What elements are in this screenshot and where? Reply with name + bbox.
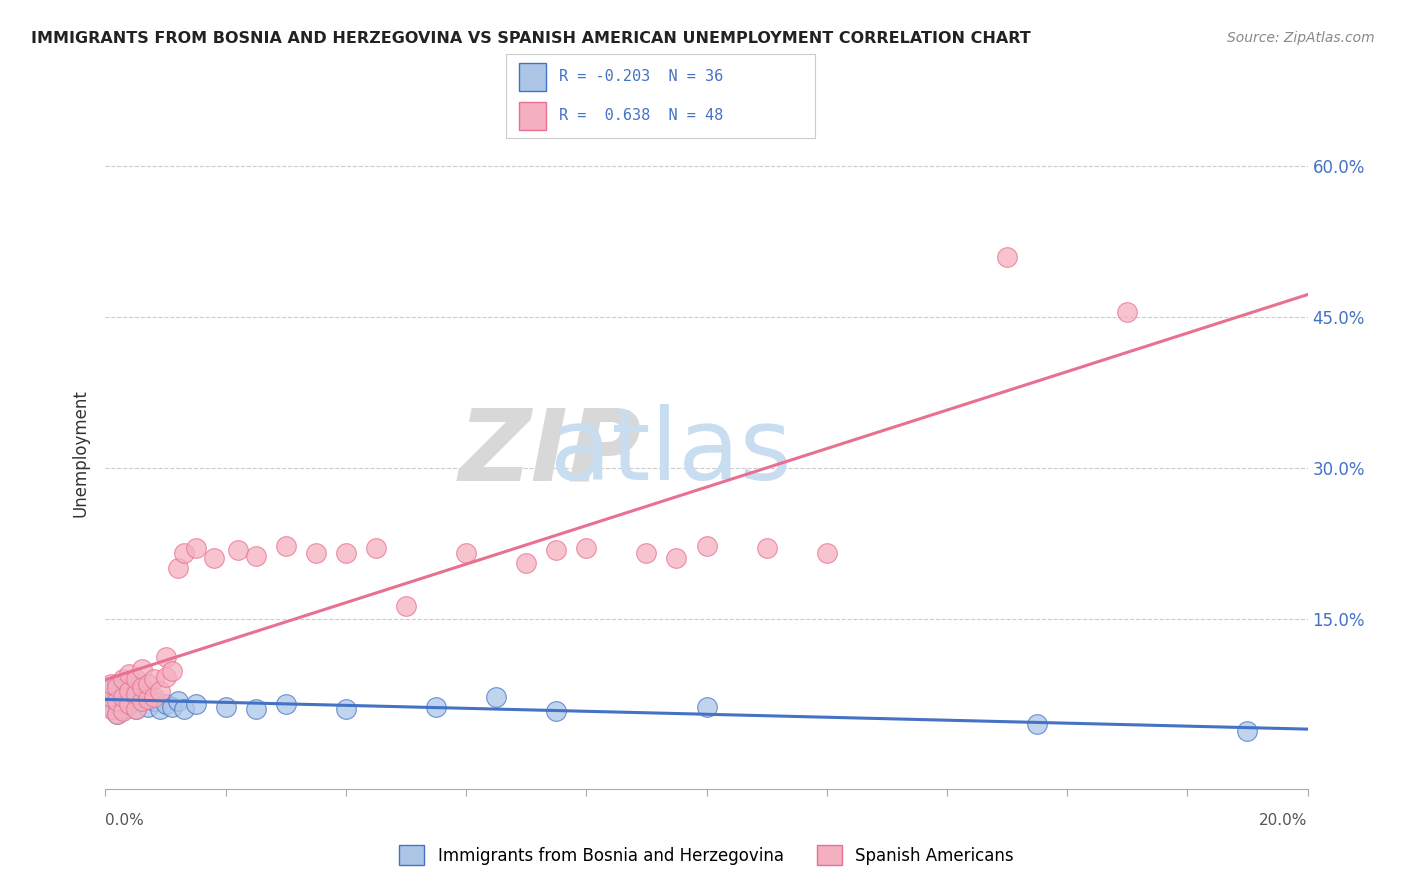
Point — [485, 690, 508, 704]
Point — [131, 694, 153, 708]
Text: 20.0%: 20.0% — [1260, 814, 1308, 828]
Point — [124, 702, 146, 716]
Point — [112, 672, 135, 686]
Text: Source: ZipAtlas.com: Source: ZipAtlas.com — [1227, 31, 1375, 45]
Point — [136, 690, 159, 704]
Point — [112, 702, 135, 716]
Point — [118, 684, 141, 698]
Point — [1026, 717, 1049, 731]
Bar — [519, 62, 547, 91]
Point — [696, 539, 718, 553]
Point — [155, 697, 177, 711]
Point — [575, 541, 598, 556]
Point — [636, 546, 658, 560]
Y-axis label: Unemployment: Unemployment — [72, 389, 90, 516]
Point — [100, 700, 122, 714]
Point — [131, 694, 153, 708]
Point — [124, 680, 146, 694]
Point — [100, 690, 122, 704]
Point — [166, 561, 188, 575]
Point — [112, 681, 135, 696]
Point — [131, 662, 153, 676]
Point — [100, 681, 122, 696]
Point — [100, 690, 122, 704]
Point — [160, 700, 183, 714]
Point — [148, 684, 170, 698]
Point — [107, 680, 129, 694]
Text: atlas: atlas — [550, 404, 792, 501]
Point — [546, 704, 568, 718]
Point — [124, 702, 146, 716]
Point — [184, 697, 207, 711]
Point — [335, 702, 357, 716]
Text: IMMIGRANTS FROM BOSNIA AND HERZEGOVINA VS SPANISH AMERICAN UNEMPLOYMENT CORRELAT: IMMIGRANTS FROM BOSNIA AND HERZEGOVINA V… — [31, 31, 1031, 46]
Text: ZIP: ZIP — [458, 404, 641, 501]
Point — [274, 539, 297, 553]
Point — [107, 706, 129, 721]
Point — [155, 670, 177, 684]
Point — [160, 664, 183, 678]
Point — [131, 684, 153, 698]
Point — [305, 546, 328, 560]
Point — [124, 690, 146, 704]
Point — [425, 700, 447, 714]
Point — [665, 551, 688, 566]
Point — [1116, 305, 1139, 319]
Point — [136, 677, 159, 691]
Text: R =  0.638  N = 48: R = 0.638 N = 48 — [558, 108, 723, 123]
Point — [226, 543, 249, 558]
Point — [995, 250, 1018, 264]
Point — [454, 546, 477, 560]
Point — [107, 677, 129, 691]
Point — [142, 690, 165, 704]
Point — [107, 687, 129, 701]
Point — [202, 551, 225, 566]
Point — [214, 700, 236, 714]
Point — [118, 697, 141, 711]
Point — [142, 694, 165, 708]
Point — [148, 702, 170, 716]
Point — [335, 546, 357, 560]
Point — [815, 546, 838, 560]
Legend: Immigrants from Bosnia and Herzegovina, Spanish Americans: Immigrants from Bosnia and Herzegovina, … — [392, 838, 1021, 872]
Point — [118, 666, 141, 681]
Bar — [519, 102, 547, 130]
Point — [696, 700, 718, 714]
Point — [515, 556, 537, 570]
Point — [546, 543, 568, 558]
Point — [364, 541, 387, 556]
Text: 0.0%: 0.0% — [105, 814, 145, 828]
Point — [142, 672, 165, 686]
Text: R = -0.203  N = 36: R = -0.203 N = 36 — [558, 70, 723, 85]
Point — [124, 672, 146, 686]
Point — [112, 692, 135, 706]
Point — [136, 692, 159, 706]
Point — [107, 706, 129, 721]
Point — [166, 694, 188, 708]
Point — [100, 677, 122, 691]
Point — [245, 702, 267, 716]
Point — [755, 541, 778, 556]
Point — [112, 690, 135, 704]
Point — [395, 599, 418, 614]
Point — [118, 697, 141, 711]
Point — [107, 694, 129, 708]
Point — [118, 687, 141, 701]
Point — [131, 680, 153, 694]
Point — [155, 649, 177, 664]
Point — [245, 549, 267, 564]
Point — [173, 546, 195, 560]
Point — [107, 697, 129, 711]
Point — [173, 702, 195, 716]
Point — [124, 687, 146, 701]
Point — [100, 702, 122, 716]
Point — [1236, 724, 1258, 739]
Point — [274, 697, 297, 711]
Point — [136, 700, 159, 714]
Point — [184, 541, 207, 556]
Point — [112, 704, 135, 718]
